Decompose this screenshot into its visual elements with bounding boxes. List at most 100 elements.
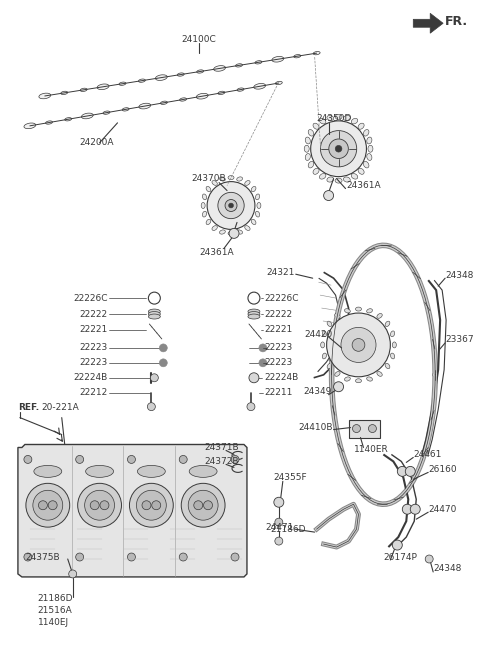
Circle shape xyxy=(188,491,218,520)
Circle shape xyxy=(76,456,84,463)
Ellipse shape xyxy=(156,75,167,80)
Ellipse shape xyxy=(237,88,244,91)
Circle shape xyxy=(352,338,365,351)
Ellipse shape xyxy=(119,82,126,86)
Ellipse shape xyxy=(345,377,350,381)
Circle shape xyxy=(150,374,158,382)
Circle shape xyxy=(334,382,344,391)
Ellipse shape xyxy=(177,73,184,76)
Ellipse shape xyxy=(363,161,369,168)
Circle shape xyxy=(179,456,187,463)
Ellipse shape xyxy=(254,84,265,89)
Ellipse shape xyxy=(343,177,350,182)
Circle shape xyxy=(397,467,408,476)
Ellipse shape xyxy=(218,91,225,95)
Ellipse shape xyxy=(39,93,51,98)
Ellipse shape xyxy=(248,309,260,314)
Ellipse shape xyxy=(148,314,160,319)
Ellipse shape xyxy=(345,308,350,313)
Ellipse shape xyxy=(85,465,114,478)
Ellipse shape xyxy=(257,203,261,209)
Circle shape xyxy=(392,540,402,550)
Ellipse shape xyxy=(356,379,361,383)
Circle shape xyxy=(352,424,360,433)
Ellipse shape xyxy=(322,331,326,337)
Ellipse shape xyxy=(313,168,319,174)
Text: 22223: 22223 xyxy=(264,358,292,367)
Ellipse shape xyxy=(343,115,350,121)
Ellipse shape xyxy=(212,181,217,185)
Text: 24471: 24471 xyxy=(265,523,294,531)
Circle shape xyxy=(329,139,348,159)
Text: 24349: 24349 xyxy=(304,388,332,396)
Circle shape xyxy=(194,501,203,510)
Ellipse shape xyxy=(367,154,372,161)
Ellipse shape xyxy=(276,82,282,85)
Circle shape xyxy=(425,555,433,563)
Ellipse shape xyxy=(206,187,211,192)
Ellipse shape xyxy=(356,307,361,311)
Text: 22224B: 22224B xyxy=(264,373,298,382)
Text: 20-221A: 20-221A xyxy=(42,403,80,412)
Text: 24470: 24470 xyxy=(428,505,456,514)
Ellipse shape xyxy=(65,117,72,121)
Text: 24371B: 24371B xyxy=(204,443,239,452)
Ellipse shape xyxy=(335,178,342,183)
Text: 22222: 22222 xyxy=(79,310,108,319)
Circle shape xyxy=(100,501,109,510)
Circle shape xyxy=(369,424,376,433)
Circle shape xyxy=(321,131,357,167)
Text: 22221: 22221 xyxy=(79,325,108,334)
Ellipse shape xyxy=(313,123,319,129)
Ellipse shape xyxy=(139,103,151,109)
Text: 24420: 24420 xyxy=(305,330,333,340)
Text: 23367: 23367 xyxy=(445,336,474,345)
Circle shape xyxy=(275,537,283,545)
Circle shape xyxy=(159,344,168,352)
Ellipse shape xyxy=(61,91,68,95)
Text: 26174P: 26174P xyxy=(384,553,417,562)
Ellipse shape xyxy=(103,111,110,114)
Ellipse shape xyxy=(137,465,165,478)
Text: 24372B: 24372B xyxy=(204,457,239,466)
Circle shape xyxy=(324,191,334,200)
Ellipse shape xyxy=(319,174,326,179)
Ellipse shape xyxy=(335,314,340,318)
Ellipse shape xyxy=(327,321,332,327)
Text: 21186D: 21186D xyxy=(271,525,306,534)
Ellipse shape xyxy=(248,314,260,319)
Circle shape xyxy=(225,200,237,211)
Ellipse shape xyxy=(377,314,382,318)
Ellipse shape xyxy=(327,177,334,182)
Ellipse shape xyxy=(335,115,342,119)
Text: 22226C: 22226C xyxy=(264,294,299,303)
Circle shape xyxy=(147,402,156,411)
Text: 22221: 22221 xyxy=(264,325,292,334)
Text: 24348: 24348 xyxy=(445,271,473,280)
Circle shape xyxy=(231,456,239,463)
Text: 24200A: 24200A xyxy=(80,138,114,147)
Circle shape xyxy=(326,313,390,376)
Ellipse shape xyxy=(272,56,284,62)
Text: 22223: 22223 xyxy=(79,343,108,353)
Circle shape xyxy=(228,203,233,208)
Circle shape xyxy=(76,553,84,561)
Ellipse shape xyxy=(34,465,62,478)
Polygon shape xyxy=(413,14,443,33)
Circle shape xyxy=(402,504,412,515)
Circle shape xyxy=(229,228,239,238)
Bar xyxy=(348,420,380,437)
Ellipse shape xyxy=(148,312,160,316)
Circle shape xyxy=(159,359,168,367)
Text: 24461: 24461 xyxy=(413,450,442,459)
Circle shape xyxy=(48,501,57,510)
Circle shape xyxy=(152,501,161,510)
Ellipse shape xyxy=(97,84,109,89)
Circle shape xyxy=(38,501,48,510)
Ellipse shape xyxy=(245,226,250,231)
Text: 24355F: 24355F xyxy=(274,473,308,482)
Ellipse shape xyxy=(160,101,168,104)
Ellipse shape xyxy=(385,321,390,327)
Text: 1140EJ: 1140EJ xyxy=(38,618,69,627)
Circle shape xyxy=(90,501,99,510)
